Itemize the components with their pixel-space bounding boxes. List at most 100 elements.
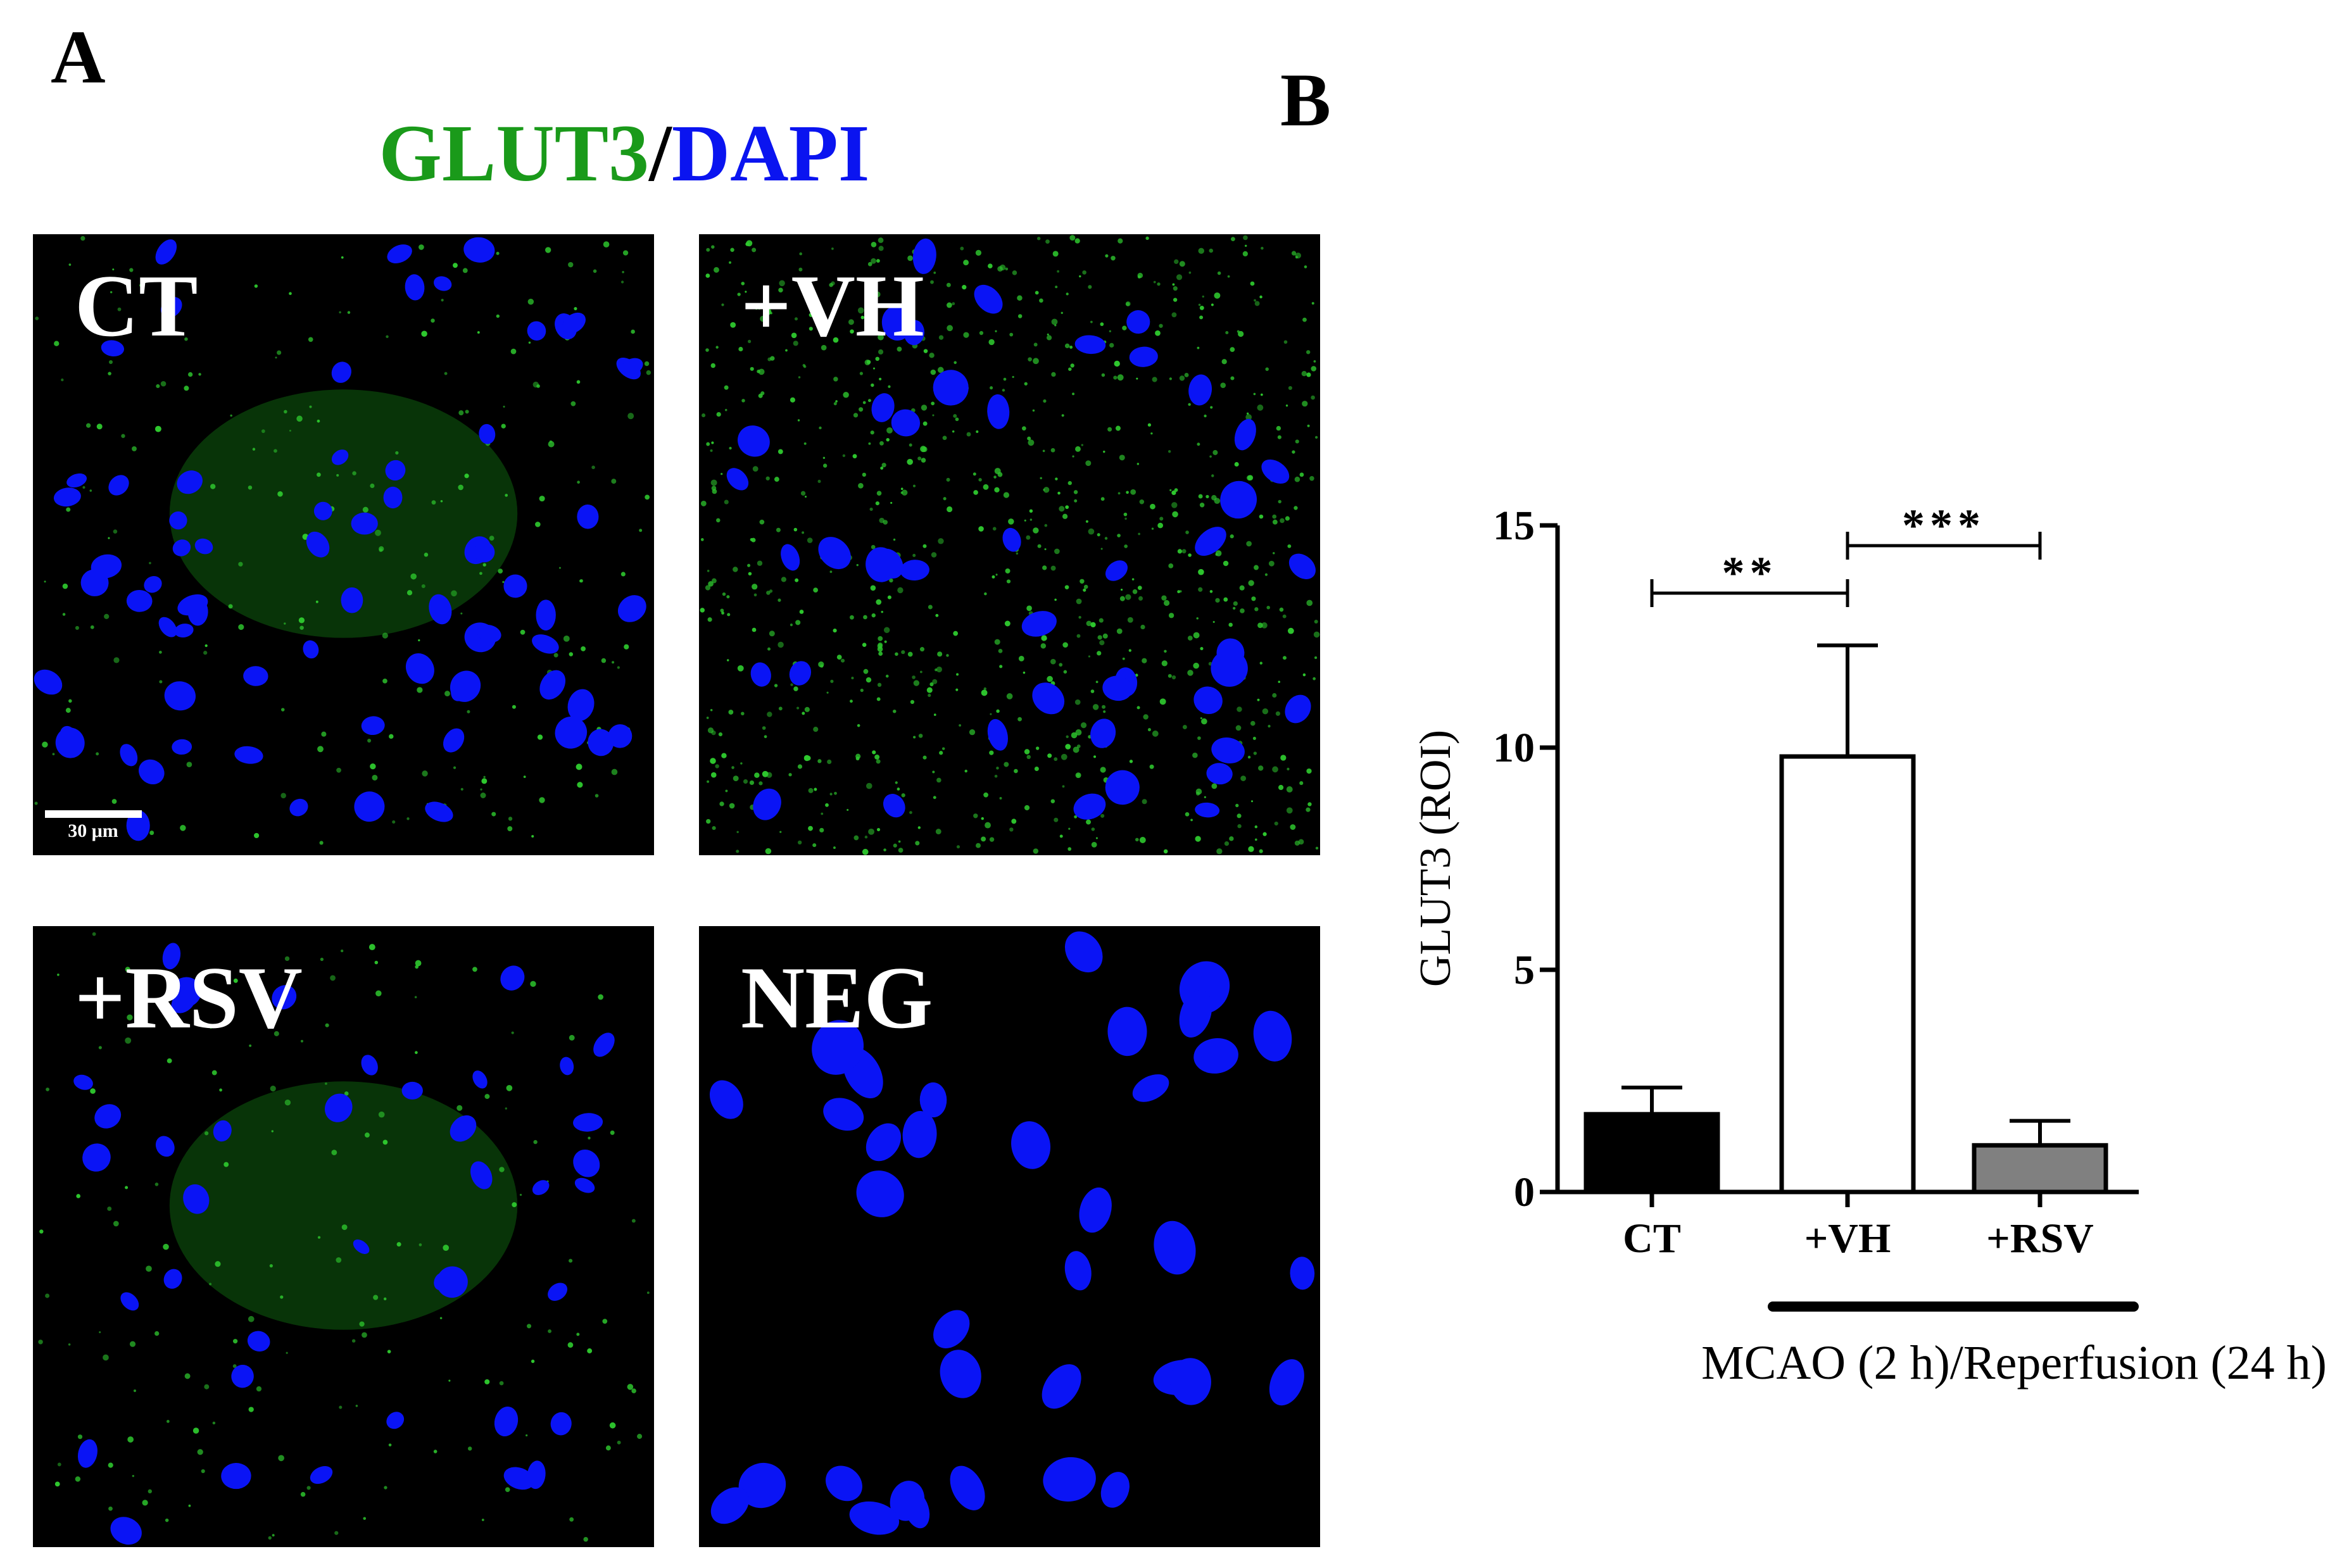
green-dot (1258, 765, 1264, 771)
green-dot (501, 423, 506, 429)
green-dot (1050, 658, 1056, 665)
green-dot (133, 1389, 137, 1393)
green-dot (814, 787, 817, 791)
green-dot (1294, 840, 1300, 846)
green-dot (1264, 573, 1268, 576)
green-dot (548, 441, 555, 448)
green-dot (1212, 621, 1215, 624)
green-dot (341, 949, 344, 953)
green-dot (1142, 799, 1147, 805)
nucleus (826, 1465, 862, 1502)
green-dot (1198, 248, 1205, 254)
green-dot (201, 1469, 205, 1474)
green-dot (370, 763, 376, 770)
green-dot (776, 527, 781, 532)
green-dot (1136, 706, 1140, 710)
green-dot (308, 337, 313, 342)
green-dot (941, 747, 945, 750)
green-dot (1250, 720, 1256, 726)
green-dot (981, 689, 988, 696)
green-dot (197, 1449, 203, 1455)
green-dot (825, 803, 829, 807)
green-dot (1062, 642, 1068, 648)
green-dot (1138, 532, 1140, 536)
green-dot (1314, 656, 1318, 659)
green-dot (959, 724, 962, 727)
green-dot (1054, 817, 1059, 822)
green-dot (876, 259, 880, 263)
green-dot (278, 1455, 284, 1462)
green-dot (610, 1130, 615, 1135)
green-dot (860, 315, 865, 320)
green-dot (778, 641, 784, 648)
nucleus (1105, 560, 1128, 581)
green-dot (798, 267, 803, 272)
green-dot (989, 837, 995, 842)
green-dot (42, 741, 48, 748)
green-dot (724, 408, 727, 411)
green-dot (579, 579, 582, 582)
green-dot (963, 332, 969, 338)
green-dot (890, 501, 893, 504)
green-dot (595, 794, 599, 798)
nucleus (169, 511, 187, 530)
green-dot (878, 334, 884, 341)
green-dot (1307, 424, 1310, 427)
green-dot (1169, 489, 1172, 491)
green-dot (1012, 270, 1017, 275)
green-dot (422, 770, 428, 777)
micrograph: +RSV (33, 926, 654, 1547)
green-dot (745, 291, 747, 293)
green-dot (900, 487, 903, 491)
green-dot (973, 813, 978, 818)
green-dot (850, 699, 853, 703)
green-dot (1127, 617, 1133, 623)
green-dot (799, 252, 803, 256)
green-dot (1209, 248, 1214, 253)
green-dot (1079, 275, 1081, 278)
green-dot (507, 826, 513, 832)
green-dot (1302, 401, 1308, 407)
nucleus (933, 1310, 970, 1349)
green-dot (362, 1332, 367, 1338)
green-dot (790, 397, 796, 403)
green-dot (702, 413, 706, 418)
green-dot (351, 1339, 356, 1343)
green-dot (1136, 463, 1140, 465)
green-dot (1306, 350, 1311, 354)
green-dot (1035, 746, 1040, 750)
green-dot (923, 349, 928, 353)
green-dot (609, 1422, 616, 1429)
green-dot (935, 668, 938, 672)
green-dot (749, 780, 755, 786)
green-dot (431, 500, 436, 505)
green-dot (1017, 314, 1023, 318)
green-dot (1251, 596, 1256, 601)
green-dot (1093, 755, 1097, 758)
micrographs: CT +VH +RSV NEG 30 μm (33, 234, 1320, 1547)
nucleus (331, 361, 351, 383)
green-dot (876, 697, 881, 701)
green-dot (362, 506, 368, 513)
green-dot (866, 677, 872, 683)
nucleus (750, 662, 771, 687)
green-dot (581, 646, 586, 651)
nucleus (608, 724, 633, 748)
green-dot (760, 315, 766, 322)
green-dot (1221, 359, 1227, 365)
green-dot (627, 413, 634, 420)
green-dot (453, 766, 456, 769)
green-dot (907, 651, 913, 657)
green-dot (1004, 620, 1010, 627)
green-dot (757, 560, 763, 566)
green-dot (443, 1245, 450, 1251)
significance: ** (1722, 548, 1778, 598)
green-dot (870, 585, 876, 591)
green-dot (1145, 236, 1149, 241)
green-dot (569, 1258, 573, 1263)
green-dot (1192, 752, 1198, 758)
green-dot (211, 1070, 217, 1076)
green-dot (1171, 312, 1177, 318)
green-dot (908, 296, 913, 301)
green-dot (583, 1536, 588, 1542)
